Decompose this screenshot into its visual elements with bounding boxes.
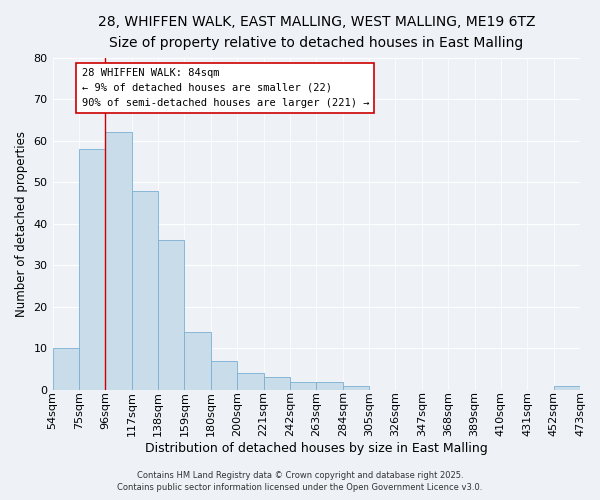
Bar (184, 332, 211, 390)
Bar (53, 348, 79, 390)
Bar (237, 374, 263, 390)
Bar (79, 149, 105, 390)
Text: 28 WHIFFEN WALK: 84sqm
← 9% of detached houses are smaller (22)
90% of semi-deta: 28 WHIFFEN WALK: 84sqm ← 9% of detached … (82, 68, 369, 108)
Bar (105, 132, 131, 390)
Text: Contains HM Land Registry data © Crown copyright and database right 2025.
Contai: Contains HM Land Registry data © Crown c… (118, 471, 482, 492)
Bar (554, 386, 580, 390)
X-axis label: Distribution of detached houses by size in East Malling: Distribution of detached houses by size … (145, 442, 488, 455)
Y-axis label: Number of detached properties: Number of detached properties (15, 131, 28, 317)
Title: 28, WHIFFEN WALK, EAST MALLING, WEST MALLING, ME19 6TZ
Size of property relative: 28, WHIFFEN WALK, EAST MALLING, WEST MAL… (98, 15, 535, 50)
Bar (131, 190, 158, 390)
Bar (158, 240, 184, 390)
Bar (263, 378, 290, 390)
Bar (211, 361, 237, 390)
Bar (290, 382, 316, 390)
Bar (343, 386, 369, 390)
Bar (316, 382, 343, 390)
